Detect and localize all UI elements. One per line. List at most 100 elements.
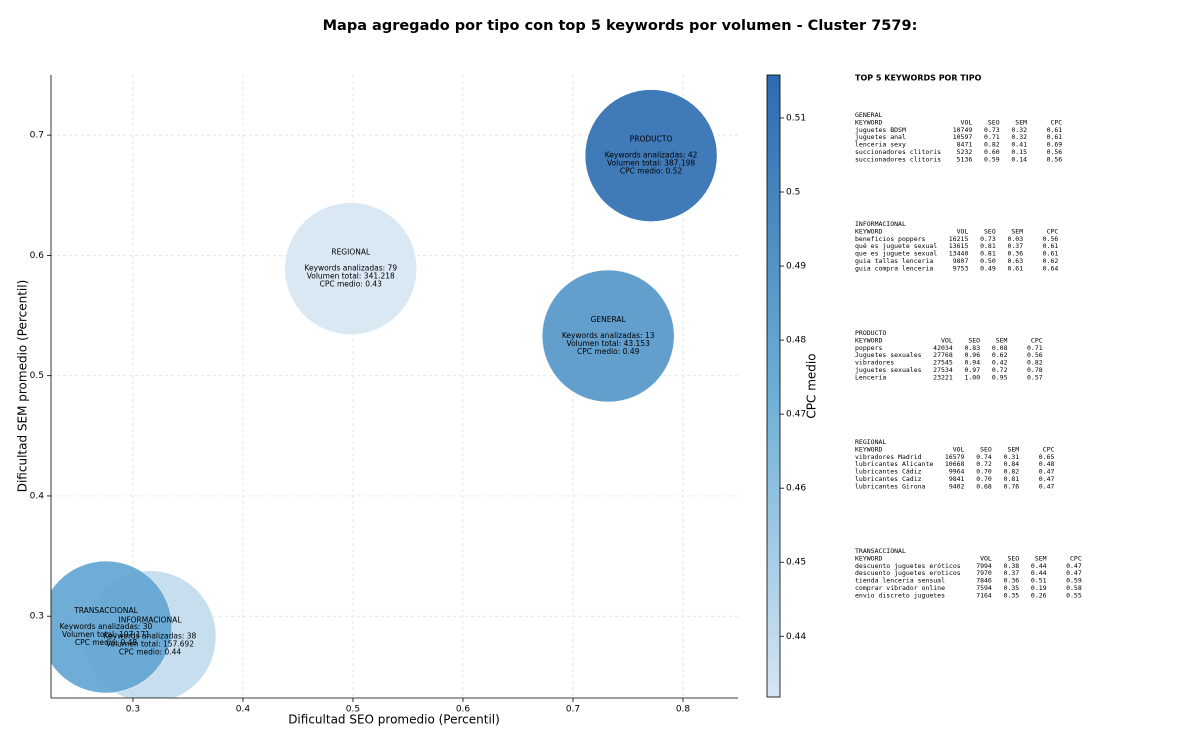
table-cell: succionadores clitoris bbox=[855, 148, 941, 156]
table-cell: 0.35 bbox=[1004, 591, 1020, 599]
table-cell: 1.00 bbox=[964, 373, 980, 381]
table-cell: 0.61 bbox=[1043, 250, 1059, 258]
bubble-info: Keywords analizadas: 79 bbox=[304, 264, 397, 273]
table-header: CPC bbox=[1031, 336, 1043, 344]
table-cell: juguetes anal bbox=[855, 133, 906, 141]
table-cell: 0.47 bbox=[1039, 482, 1055, 490]
table-cell: 0.73 bbox=[984, 126, 1000, 134]
bubble bbox=[284, 202, 418, 335]
table-cell: poppers bbox=[855, 344, 882, 352]
table-cell: 0.26 bbox=[1031, 591, 1047, 599]
table-header: SEO bbox=[984, 227, 996, 235]
colorbar bbox=[766, 74, 781, 698]
table-cell: 27534 bbox=[933, 366, 953, 374]
colorbar-tick-label: 0.49 bbox=[786, 262, 806, 272]
bubble-name: PRODUCTO bbox=[630, 135, 673, 144]
table-cell: beneficios poppers bbox=[855, 235, 926, 243]
table-cell: 10749 bbox=[953, 126, 973, 134]
table-cell: descuento juguetes eroticos bbox=[855, 569, 961, 577]
table-cell: 0.36 bbox=[1004, 577, 1020, 585]
table-cell: 0.41 bbox=[1011, 141, 1027, 149]
table-cell: vibradores Madrid bbox=[855, 453, 922, 461]
table-cell: 0.74 bbox=[976, 453, 992, 461]
table-cell: 0.72 bbox=[976, 460, 992, 468]
table-header: KEYWORD bbox=[855, 118, 882, 126]
bubble-info: CPC medio: 0.48 bbox=[75, 638, 138, 647]
group-name: PRODUCTO bbox=[855, 329, 886, 337]
table-header: SEM bbox=[1007, 445, 1019, 453]
table-cell: 5232 bbox=[957, 148, 973, 156]
table-cell: 0.03 bbox=[1007, 235, 1023, 243]
group-name: GENERAL bbox=[855, 111, 882, 119]
bubble-info: CPC medio: 0.43 bbox=[320, 280, 383, 289]
table-cell: 0.37 bbox=[1007, 242, 1023, 250]
table-cell: 0.61 bbox=[1047, 126, 1063, 134]
table-cell: descuento juguetes eróticos bbox=[855, 562, 961, 570]
table-header: SEO bbox=[968, 336, 980, 344]
table-cell: 0.83 bbox=[964, 344, 980, 352]
bubble-info: Volumen total: 43.153 bbox=[567, 339, 651, 348]
table-header: SEO bbox=[988, 118, 1000, 126]
table-cell: 0.71 bbox=[1027, 344, 1043, 352]
table-cell: 0.59 bbox=[1066, 577, 1082, 585]
table-cell: 0.61 bbox=[1047, 133, 1063, 141]
colorbar-tick-label: 0.46 bbox=[786, 484, 806, 494]
table-cell: 0.82 bbox=[1004, 468, 1020, 476]
table-cell: 27768 bbox=[933, 351, 953, 359]
x-tick-label: 0.7 bbox=[566, 705, 580, 715]
table-cell: vibradores bbox=[855, 359, 894, 367]
table-cell: 10668 bbox=[945, 460, 965, 468]
table-header: SEM bbox=[1035, 554, 1047, 562]
colorbar-tick-label: 0.5 bbox=[786, 187, 800, 197]
table-cell: lubricantes Cadiz bbox=[855, 475, 922, 483]
bubble-info: Keywords analizadas: 42 bbox=[605, 151, 698, 160]
table-cell: 0.56 bbox=[1047, 155, 1063, 163]
x-axis-label: Dificultad SEO promedio (Percentil) bbox=[288, 713, 500, 727]
table-cell: 0.56 bbox=[1047, 148, 1063, 156]
table-header: SEM bbox=[1015, 118, 1027, 126]
table-cell: 7846 bbox=[976, 577, 992, 585]
table-cell: 0.08 bbox=[992, 344, 1008, 352]
table-cell: 0.42 bbox=[992, 359, 1008, 367]
table-header: KEYWORD bbox=[855, 445, 882, 453]
table-cell: juguetes BDSM bbox=[855, 126, 906, 134]
table-cell: 0.71 bbox=[984, 133, 1000, 141]
table-cell: 0.47 bbox=[1039, 468, 1055, 476]
table-cell: 0.81 bbox=[980, 242, 996, 250]
table-cell: 0.62 bbox=[1043, 257, 1059, 265]
table-cell: 8471 bbox=[957, 141, 973, 149]
table-cell: lubricantes Cádiz bbox=[855, 468, 922, 476]
table-cell: 0.47 bbox=[1066, 562, 1082, 570]
table-cell: 0.73 bbox=[980, 235, 996, 243]
table-cell: 23221 bbox=[933, 373, 953, 381]
table-cell: tienda lenceria sensual bbox=[855, 577, 945, 585]
table-cell: 0.70 bbox=[976, 475, 992, 483]
x-tick-label: 0.5 bbox=[346, 705, 360, 715]
bubble bbox=[584, 89, 718, 222]
table-cell: 0.14 bbox=[1011, 155, 1027, 163]
bubble-name: TRANSACCIONAL bbox=[73, 606, 138, 615]
panel-title: TOP 5 KEYWORDS POR TIPO bbox=[855, 74, 982, 83]
table-header: CPC bbox=[1070, 554, 1082, 562]
table-header: CPC bbox=[1043, 445, 1055, 453]
table-cell: qué es juguete sexual bbox=[855, 242, 937, 250]
colorbar-label: CPC medio bbox=[805, 353, 819, 418]
table-cell: 0.82 bbox=[984, 141, 1000, 149]
table-cell: 42034 bbox=[933, 344, 953, 352]
table-cell: 0.65 bbox=[1039, 453, 1055, 461]
x-tick-label: 0.3 bbox=[126, 705, 140, 715]
table-cell: 0.50 bbox=[980, 257, 996, 265]
table-cell: 16215 bbox=[949, 235, 969, 243]
table-cell: 0.72 bbox=[992, 366, 1008, 374]
bubble-name: GENERAL bbox=[591, 315, 627, 324]
table-cell: 0.15 bbox=[1011, 148, 1027, 156]
table-cell: lubricantes Alicante bbox=[855, 460, 933, 468]
colorbar-tick-label: 0.47 bbox=[786, 410, 806, 420]
table-cell: comprar vibrador online bbox=[855, 584, 945, 592]
table-cell: 7164 bbox=[976, 591, 992, 599]
table-cell: 0.44 bbox=[1031, 562, 1047, 570]
bubble-info: Volumen total: 107.171 bbox=[62, 630, 150, 639]
table-cell: 0.64 bbox=[1043, 264, 1059, 272]
table-cell: 0.51 bbox=[1031, 577, 1047, 585]
table-cell: 27545 bbox=[933, 359, 953, 367]
